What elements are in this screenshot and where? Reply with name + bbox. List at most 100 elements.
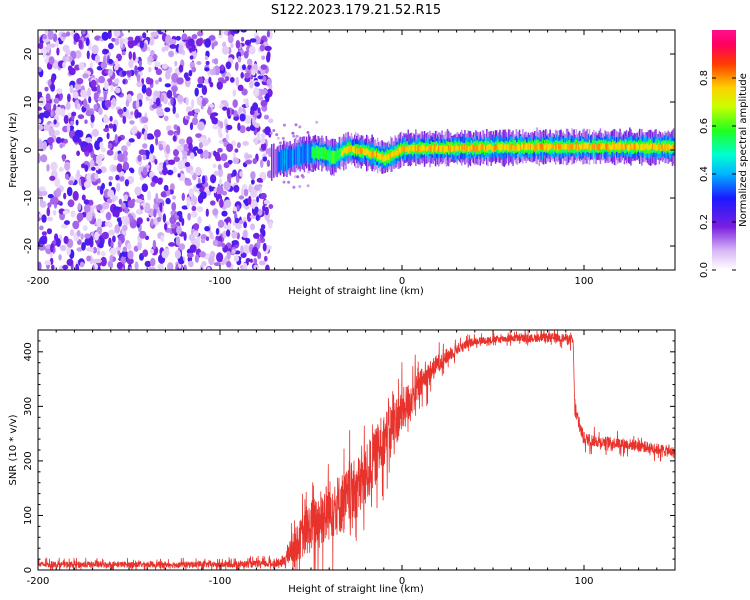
spectrogram-ridge-cell	[465, 145, 467, 151]
spectrogram-ridge-cell	[575, 142, 578, 150]
spectrogram-noise-speckle	[77, 103, 81, 110]
spectrogram-noise-speckle	[262, 156, 268, 162]
spectrogram-noise-speckle	[178, 64, 184, 73]
spectrogram-noise-speckle	[131, 198, 136, 203]
spectrogram-noise-speckle	[221, 190, 227, 196]
spectrogram-noise-speckle	[81, 163, 86, 169]
spectrogram-noise-speckle	[176, 225, 182, 235]
spectrogram-noise-speckle	[150, 31, 158, 37]
spectrogram-noise-speckle	[176, 145, 184, 152]
spectrogram-noise-speckle	[238, 219, 244, 224]
spectrogram-noise-speckle	[186, 198, 190, 209]
spectrogram-noise-speckle	[136, 92, 143, 102]
spectrogram-noise-speckle	[225, 229, 231, 237]
spectrogram-ridge-cell	[655, 144, 657, 151]
spectrogram-noise-speckle	[204, 38, 211, 48]
y-tick-label: -20	[23, 238, 34, 254]
spectrogram-noise-speckle	[245, 258, 251, 263]
spectrogram-noise-speckle	[212, 208, 219, 216]
spectrogram-ridge-cell	[624, 143, 627, 150]
spectrogram-noise-speckle	[244, 160, 252, 165]
spectrogram-ridge-cell	[599, 142, 602, 150]
spectrogram-noise-speckle	[185, 181, 193, 186]
spectrogram-noise-speckle	[233, 116, 240, 121]
spectrogram-noise-speckle	[254, 35, 261, 45]
spectrogram-noise-speckle	[221, 210, 228, 217]
spectrogram-noise-speckle	[178, 138, 186, 145]
spectrogram-noise-speckle	[190, 200, 195, 206]
spectrogram-noise-speckle	[213, 58, 219, 65]
spectrogram-noise-speckle	[101, 182, 105, 190]
spectrogram-ridge-cell	[489, 143, 491, 150]
spectrogram-noise-speckle	[110, 85, 114, 92]
spectrogram-ridge-cell	[427, 145, 429, 151]
spectrogram-ridge-cell	[432, 144, 435, 151]
spectrogram-ridge-cell	[658, 143, 661, 150]
spectrogram-ridge-cell	[557, 144, 559, 152]
spectrogram-noise-speckle	[197, 121, 205, 131]
spectrogram-noise-speckle	[164, 83, 171, 88]
spectrogram-noise-speckle	[166, 89, 173, 99]
spectrogram-noise-speckle	[244, 39, 252, 46]
spectrogram-noise-speckle	[76, 230, 81, 237]
spectrogram-noise-speckle	[282, 123, 286, 127]
spectrogram-ridge-cell	[453, 145, 455, 151]
spectrogram-noise-speckle	[249, 38, 257, 43]
spectrogram-ridge-cell	[659, 145, 662, 151]
spectrogram-noise-speckle	[227, 173, 232, 182]
y-tick-label: -10	[23, 190, 34, 206]
spectrogram-noise-speckle	[251, 246, 259, 257]
spectrogram-noise-speckle	[42, 34, 48, 40]
spectrogram-noise-speckle	[48, 43, 56, 48]
spectrogram-noise-speckle	[142, 154, 147, 161]
spectrogram-noise-speckle	[122, 115, 127, 124]
spectrogram-noise-speckle	[63, 192, 67, 200]
spectrogram-noise-speckle	[44, 57, 50, 64]
spectrogram-ridge-cell	[369, 151, 371, 157]
spectrogram-ridge-cell	[320, 147, 322, 159]
spectrogram-noise-speckle	[237, 84, 244, 92]
spectrogram-ridge-cell	[614, 144, 617, 150]
spectrogram-noise-speckle	[291, 131, 295, 135]
spectrogram-ridge-cell	[654, 143, 656, 151]
y-tick-label: 300	[23, 397, 34, 416]
spectrogram-ridge-cell	[666, 144, 668, 151]
spectrogram-noise-speckle	[104, 99, 112, 108]
spectrogram-noise-speckle	[142, 32, 147, 39]
spectrogram-noise-speckle	[191, 117, 199, 126]
spectrogram-noise-speckle	[66, 124, 71, 133]
spectrogram-ridge-cell	[566, 144, 569, 150]
spectrogram-noise-speckle	[208, 256, 215, 266]
spectrogram-noise-speckle	[76, 169, 80, 178]
spectrogram-noise-speckle	[52, 33, 58, 42]
spectrogram-ridge-cell	[468, 146, 471, 152]
spectrogram-noise-speckle	[128, 138, 135, 143]
spectrogram-noise-speckle	[90, 79, 97, 88]
spectrogram-noise-speckle	[148, 266, 156, 270]
colorbar-ticks: 0.0 0.2 0.4 0.6 0.8	[699, 70, 736, 278]
spectrogram-noise-speckle	[221, 242, 226, 248]
spectrogram-noise-speckle	[56, 47, 60, 56]
spectrogram-ridge-cell	[317, 147, 320, 160]
spectrogram-noise-speckle	[162, 213, 167, 223]
spectrogram-ridge-cell	[537, 142, 539, 150]
spectrogram-ridge-cell	[314, 146, 317, 158]
spectrogram-noise-speckle	[254, 81, 260, 87]
spectrogram-noise-speckle	[114, 209, 120, 218]
spectrogram-ridge-cell	[634, 145, 637, 151]
spectrogram-noise-speckle	[111, 97, 116, 107]
spectrogram-noise-speckle	[46, 228, 53, 235]
spectrogram-noise-speckle	[264, 126, 271, 136]
spectrogram-noise-speckle	[248, 45, 256, 55]
spectrogram-noise-speckle	[97, 96, 105, 102]
spectrogram-ridge-cell	[403, 145, 405, 151]
spectrogram-ridge-cell	[402, 145, 404, 153]
spectrogram-noise-speckle	[262, 242, 267, 252]
spectrogram-noise-speckle	[64, 220, 70, 226]
spectrogram-ridge-cell	[493, 145, 496, 152]
spectrogram-ridge-cell	[554, 144, 557, 150]
spectrogram-ridge-cell	[637, 144, 640, 150]
spectrogram-ridge-cell	[487, 144, 489, 151]
spectrogram-noise-speckle	[153, 129, 161, 138]
spectrogram-noise-speckle	[187, 252, 194, 258]
